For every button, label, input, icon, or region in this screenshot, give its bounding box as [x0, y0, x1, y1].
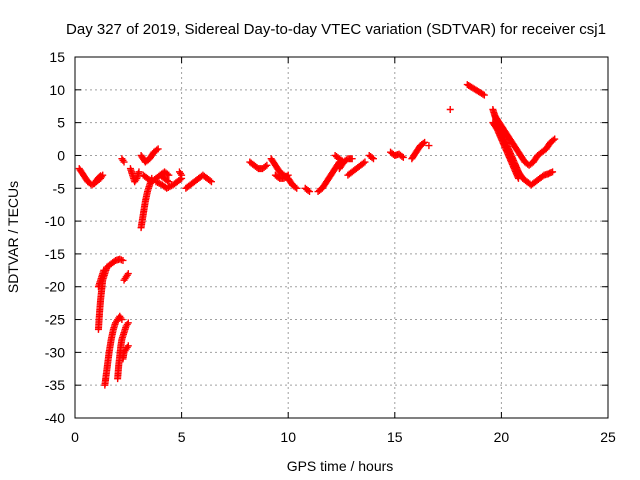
y-tick-label: 15: [49, 49, 65, 65]
data-point: [163, 170, 171, 178]
data-point: [124, 319, 132, 327]
data-point: [284, 171, 292, 179]
data-point: [419, 139, 427, 147]
data-point: [165, 171, 173, 179]
data-point: [398, 152, 406, 160]
data-point: [549, 168, 557, 176]
data-point: [124, 342, 132, 350]
data-point: [120, 158, 128, 166]
x-tick-label: 25: [600, 429, 616, 445]
y-tick-label: 10: [49, 82, 65, 98]
data-point: [421, 138, 429, 146]
y-axis-label: SDTVAR / TECUs: [5, 181, 21, 293]
data-point: [360, 159, 368, 167]
data-point: [261, 162, 269, 170]
data-point: [291, 183, 299, 191]
y-tick-label: -30: [45, 344, 65, 360]
data-point: [263, 161, 271, 169]
data-point: [479, 90, 487, 98]
y-tick-label: -40: [45, 410, 65, 426]
data-point: [119, 256, 127, 264]
y-tick-label: -35: [45, 377, 65, 393]
data-point: [177, 170, 185, 178]
y-tick-label: 5: [57, 115, 65, 131]
x-tick-label: 20: [494, 429, 510, 445]
data-point: [446, 106, 454, 114]
data-point: [361, 158, 369, 166]
data-point: [176, 176, 184, 184]
data-point: [293, 184, 301, 192]
data-point: [551, 135, 559, 143]
data-point: [154, 145, 162, 153]
data-point: [425, 142, 433, 150]
axis-ticks: 0 5 10 15 20 25 -40 -35 -30 -25 -20 -15 -10 -5 0 5 10 15: [45, 49, 616, 445]
data-point: [514, 174, 522, 182]
data-point: [340, 158, 348, 166]
data-point: [97, 172, 105, 180]
data-point: [207, 178, 215, 186]
data-point: [368, 154, 376, 162]
data-point: [480, 91, 488, 99]
data-point: [283, 172, 291, 180]
data-point: [304, 186, 312, 194]
x-tick-label: 15: [387, 429, 403, 445]
y-tick-label: -20: [45, 279, 65, 295]
data-point: [306, 188, 314, 196]
data-point: [178, 171, 186, 179]
data-point: [118, 316, 126, 324]
data-point: [206, 177, 214, 185]
data-point: [135, 168, 143, 176]
data-point: [119, 156, 127, 164]
x-tick-label: 0: [71, 429, 79, 445]
y-tick-label: -25: [45, 312, 65, 328]
data-markers: [75, 81, 559, 389]
data-point: [369, 155, 377, 163]
data-point: [124, 270, 132, 278]
data-point: [399, 153, 407, 161]
data-point: [338, 157, 346, 165]
plot-frame: [74, 56, 609, 419]
x-axis-label: GPS time / hours: [287, 458, 394, 474]
y-tick-label: -5: [53, 180, 66, 196]
x-tick-label: 5: [178, 429, 186, 445]
y-tick-label: -15: [45, 246, 65, 262]
data-point: [163, 177, 171, 185]
chart-title: Day 327 of 2019, Sidereal Day-to-day VTE…: [66, 21, 606, 38]
data-point: [549, 136, 557, 144]
data-point: [348, 155, 356, 163]
grid-lines: [75, 57, 608, 418]
data-point: [153, 146, 161, 154]
x-tick-label: 10: [280, 429, 296, 445]
y-tick-label: 0: [57, 147, 65, 163]
y-tick-label: -10: [45, 213, 65, 229]
data-point: [96, 173, 104, 181]
